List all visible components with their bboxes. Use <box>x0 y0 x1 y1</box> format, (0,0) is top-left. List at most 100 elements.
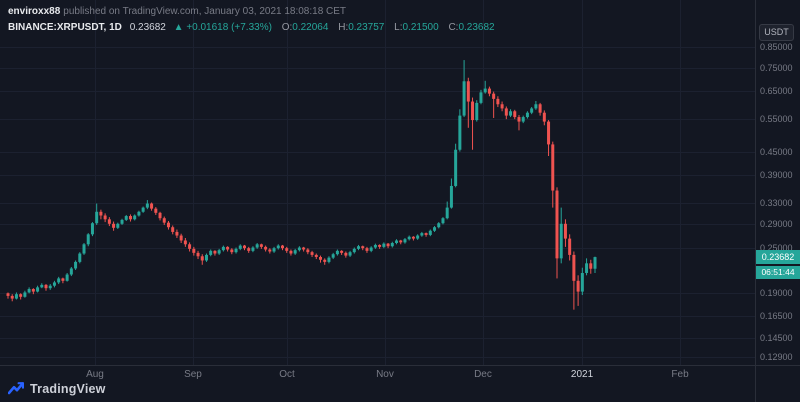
candle <box>568 234 572 261</box>
candle <box>585 258 589 276</box>
candle <box>483 80 487 94</box>
candle <box>589 259 593 274</box>
candle <box>297 246 301 252</box>
candle <box>179 233 183 244</box>
candle <box>209 249 213 257</box>
price-axis[interactable]: USDT 0.23682 06:51:44 0.85000 0.75000 0.65… <box>756 0 800 365</box>
candle <box>234 247 238 254</box>
candle <box>52 280 56 288</box>
candle <box>458 109 462 152</box>
candle-countdown: 06:51:44 <box>756 265 800 280</box>
candle <box>420 231 424 237</box>
price-axis-label: 0.29000 <box>760 218 793 229</box>
candle <box>141 206 145 213</box>
candle <box>530 107 534 115</box>
candle <box>517 115 521 131</box>
candle <box>462 60 466 118</box>
candle <box>128 214 132 222</box>
candle <box>395 239 399 245</box>
candle <box>416 234 420 240</box>
candle <box>95 203 99 225</box>
candle <box>513 109 517 120</box>
candle <box>69 266 73 277</box>
candle <box>213 250 217 256</box>
candle <box>492 91 496 118</box>
candle <box>276 244 280 250</box>
candle <box>323 258 327 265</box>
candle <box>65 272 69 282</box>
candle <box>196 250 200 260</box>
last-price-label: 0.23682 <box>756 250 800 265</box>
candle <box>327 256 331 264</box>
price-axis-label: 0.45000 <box>760 146 793 157</box>
candle <box>314 253 318 260</box>
candle <box>230 248 234 255</box>
candle <box>563 219 567 247</box>
candle <box>559 207 563 264</box>
price-axis-label: 0.19000 <box>760 288 793 299</box>
candle <box>280 244 284 251</box>
candle <box>6 292 10 299</box>
candle <box>593 256 597 273</box>
candle <box>154 207 158 215</box>
candle <box>331 252 335 260</box>
candle <box>344 251 348 258</box>
candle <box>428 229 432 237</box>
candle <box>466 77 470 128</box>
candle <box>454 143 458 188</box>
candle <box>407 235 411 241</box>
price-axis-label: 0.12900 <box>760 351 793 362</box>
candle <box>399 239 403 245</box>
candle <box>145 200 149 210</box>
candle <box>116 222 120 229</box>
candle <box>78 252 82 264</box>
candle <box>82 243 86 255</box>
currency-toggle[interactable]: USDT <box>759 24 794 41</box>
candle <box>580 267 584 296</box>
candle <box>521 115 525 124</box>
candle <box>289 249 293 256</box>
candle <box>103 213 107 223</box>
candle <box>150 202 154 211</box>
candle <box>542 110 546 126</box>
candle <box>500 101 504 112</box>
candle <box>576 275 580 306</box>
candle <box>437 222 441 229</box>
candle <box>57 276 61 285</box>
candle <box>133 214 137 221</box>
candle <box>259 243 263 249</box>
candle <box>403 237 407 244</box>
candle <box>547 120 551 157</box>
candle <box>217 248 221 255</box>
candle <box>306 248 310 255</box>
candle <box>555 187 559 279</box>
candle <box>373 243 377 249</box>
price-axis-label: 0.33000 <box>760 197 793 208</box>
time-axis-label: Nov <box>376 369 394 380</box>
candle <box>352 247 356 254</box>
price-axis-label: 0.75000 <box>760 62 793 73</box>
candle <box>175 229 179 238</box>
candle <box>449 178 453 209</box>
candle <box>551 141 555 208</box>
candle <box>525 111 529 119</box>
candle <box>192 246 196 256</box>
candle <box>534 101 538 110</box>
candle <box>251 246 255 253</box>
tradingview-logo-icon <box>8 382 24 395</box>
candle <box>99 209 103 220</box>
candle <box>137 210 141 217</box>
time-axis[interactable]: Aug Sep Oct Nov Dec 2021 Feb <box>0 365 755 389</box>
candle <box>538 102 542 116</box>
candle <box>572 251 576 310</box>
candle <box>107 217 111 227</box>
candle <box>86 233 90 247</box>
candle <box>293 248 297 255</box>
candle <box>188 242 192 252</box>
price-axis-label: 0.85000 <box>760 42 793 52</box>
candle <box>382 242 386 249</box>
candle <box>90 222 94 237</box>
candle <box>238 244 242 251</box>
